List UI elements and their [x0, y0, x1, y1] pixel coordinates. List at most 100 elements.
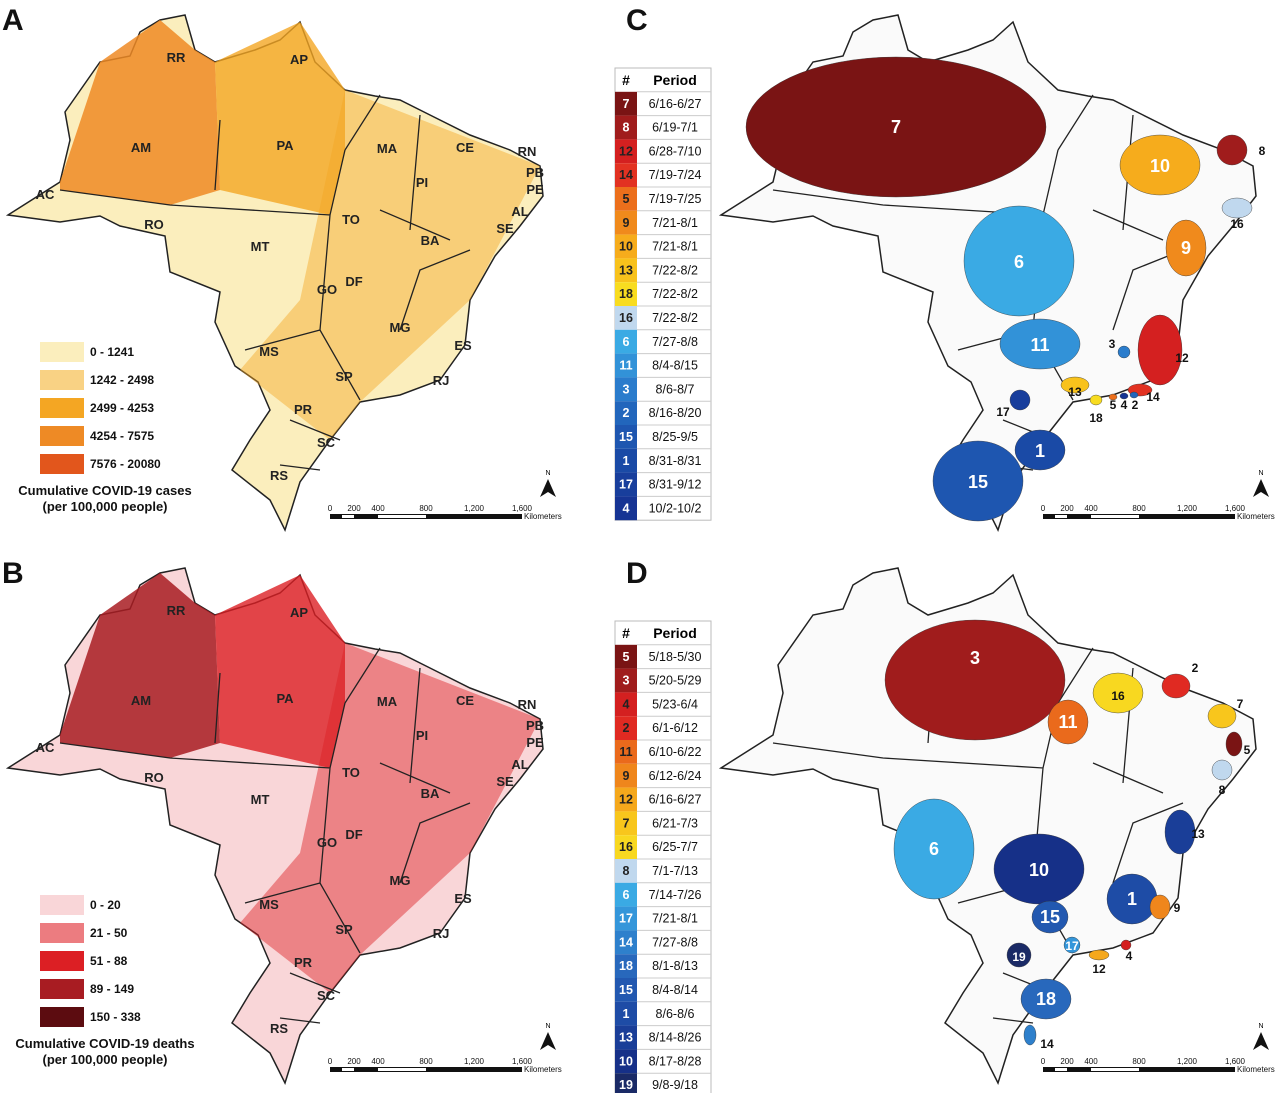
state-label: AP [290, 52, 308, 67]
cluster-label: 16 [1230, 217, 1244, 231]
legend-swatch [40, 951, 84, 971]
state-label: DF [345, 827, 362, 842]
cluster-8 [1216, 134, 1248, 166]
row-swatch [615, 258, 637, 283]
row-number: 7 [623, 816, 630, 830]
scale-tick: 0 [1041, 1057, 1046, 1066]
row-swatch [615, 906, 637, 931]
row-period: 8/31-8/31 [649, 454, 702, 468]
legend-label: 0 - 1241 [90, 345, 134, 359]
state-label: MA [377, 141, 398, 156]
row-swatch [615, 1025, 637, 1050]
scale-unit: Kilometers [524, 512, 562, 521]
row-swatch [615, 329, 637, 354]
row-period: 7/1-7/13 [652, 864, 698, 878]
row-number: 7 [623, 97, 630, 111]
cluster-3 [884, 619, 1066, 741]
state-label: RO [144, 770, 164, 785]
cluster-label: 6 [929, 839, 939, 859]
row-period: 6/12-6/24 [649, 769, 702, 783]
legend-label: 7576 - 20080 [90, 457, 161, 471]
row-period: 7/22-8/2 [652, 263, 698, 277]
cluster-12 [1088, 949, 1110, 961]
state-label: PR [294, 402, 313, 417]
region-fill [215, 575, 345, 768]
cluster-label: 8 [1259, 144, 1266, 158]
legend-subtitle: (per 100,000 people) [43, 1052, 168, 1067]
legend-label: 150 - 338 [90, 1010, 141, 1024]
state-label: AL [511, 757, 528, 772]
legend-title: Cumulative COVID-19 deaths [15, 1036, 194, 1051]
state-label: RN [518, 697, 537, 712]
cluster-label: 15 [1040, 907, 1060, 927]
row-period: 6/1-6/12 [652, 721, 698, 735]
legend-swatch [40, 923, 84, 943]
state-label: PI [416, 728, 428, 743]
panel-letter: D [626, 557, 648, 590]
row-swatch [615, 954, 637, 978]
state-label: BA [421, 786, 440, 801]
state-label: MT [251, 239, 270, 254]
cluster-label: 1 [1035, 441, 1045, 461]
row-swatch [615, 882, 637, 907]
legend-swatch [40, 979, 84, 999]
legend-label: 4254 - 7575 [90, 429, 154, 443]
row-number: 16 [619, 311, 633, 325]
region-fill [215, 22, 345, 215]
table-header-number: # [622, 625, 630, 641]
cluster-13 [1164, 809, 1196, 855]
cluster-12 [1137, 314, 1183, 386]
row-number: 19 [619, 1078, 633, 1092]
row-period: 7/22-8/2 [652, 287, 698, 301]
north-arrow-shape [540, 1032, 556, 1050]
row-number: 17 [619, 478, 633, 492]
cluster-label: 19 [1012, 950, 1026, 964]
row-swatch [615, 1049, 637, 1074]
row-number: 1 [623, 1007, 630, 1021]
row-number: 17 [619, 912, 633, 926]
row-number: 8 [623, 864, 630, 878]
state-label: SC [317, 435, 336, 450]
scale-bar-segment [378, 515, 426, 518]
cluster-label: 2 [1132, 398, 1139, 412]
scale-tick: 1,600 [1225, 504, 1246, 513]
state-label: RR [167, 50, 186, 65]
cluster-6 [893, 798, 975, 900]
state-label: RJ [433, 373, 450, 388]
row-number: 14 [619, 168, 633, 182]
scale-tick: 400 [1084, 504, 1098, 513]
scale-bar-segment [1091, 515, 1139, 518]
row-period: 5/18-5/30 [649, 650, 702, 664]
scale-bar-segment [342, 1068, 354, 1071]
row-number: 9 [623, 216, 630, 230]
state-label: DF [345, 274, 362, 289]
state-label: PA [276, 138, 294, 153]
state-label: PR [294, 955, 313, 970]
state-label: RO [144, 217, 164, 232]
row-number: 10 [619, 1054, 633, 1068]
row-number: 11 [619, 359, 632, 373]
legend-label: 89 - 149 [90, 982, 134, 996]
scale-tick: 1,600 [1225, 1057, 1246, 1066]
cluster-14 [1023, 1024, 1037, 1046]
scale-bar-segment [342, 515, 354, 518]
row-swatch [615, 425, 637, 449]
row-number: 15 [619, 430, 633, 444]
row-number: 1 [623, 454, 630, 468]
cluster-10 [1119, 134, 1201, 196]
row-number: 12 [619, 144, 633, 158]
row-number: 2 [623, 721, 630, 735]
legend-label: 21 - 50 [90, 926, 128, 940]
row-period: 7/21-8/1 [652, 216, 698, 230]
cluster-label: 12 [1092, 962, 1106, 976]
north-label: N [545, 1023, 550, 1030]
cluster-label: 9 [1181, 238, 1191, 258]
row-swatch [615, 740, 637, 764]
state-label: RS [270, 1021, 288, 1036]
row-number: 13 [619, 263, 633, 277]
cluster-label: 5 [1110, 398, 1117, 412]
cluster-label: 12 [1175, 351, 1189, 365]
state-label: ES [454, 338, 472, 353]
